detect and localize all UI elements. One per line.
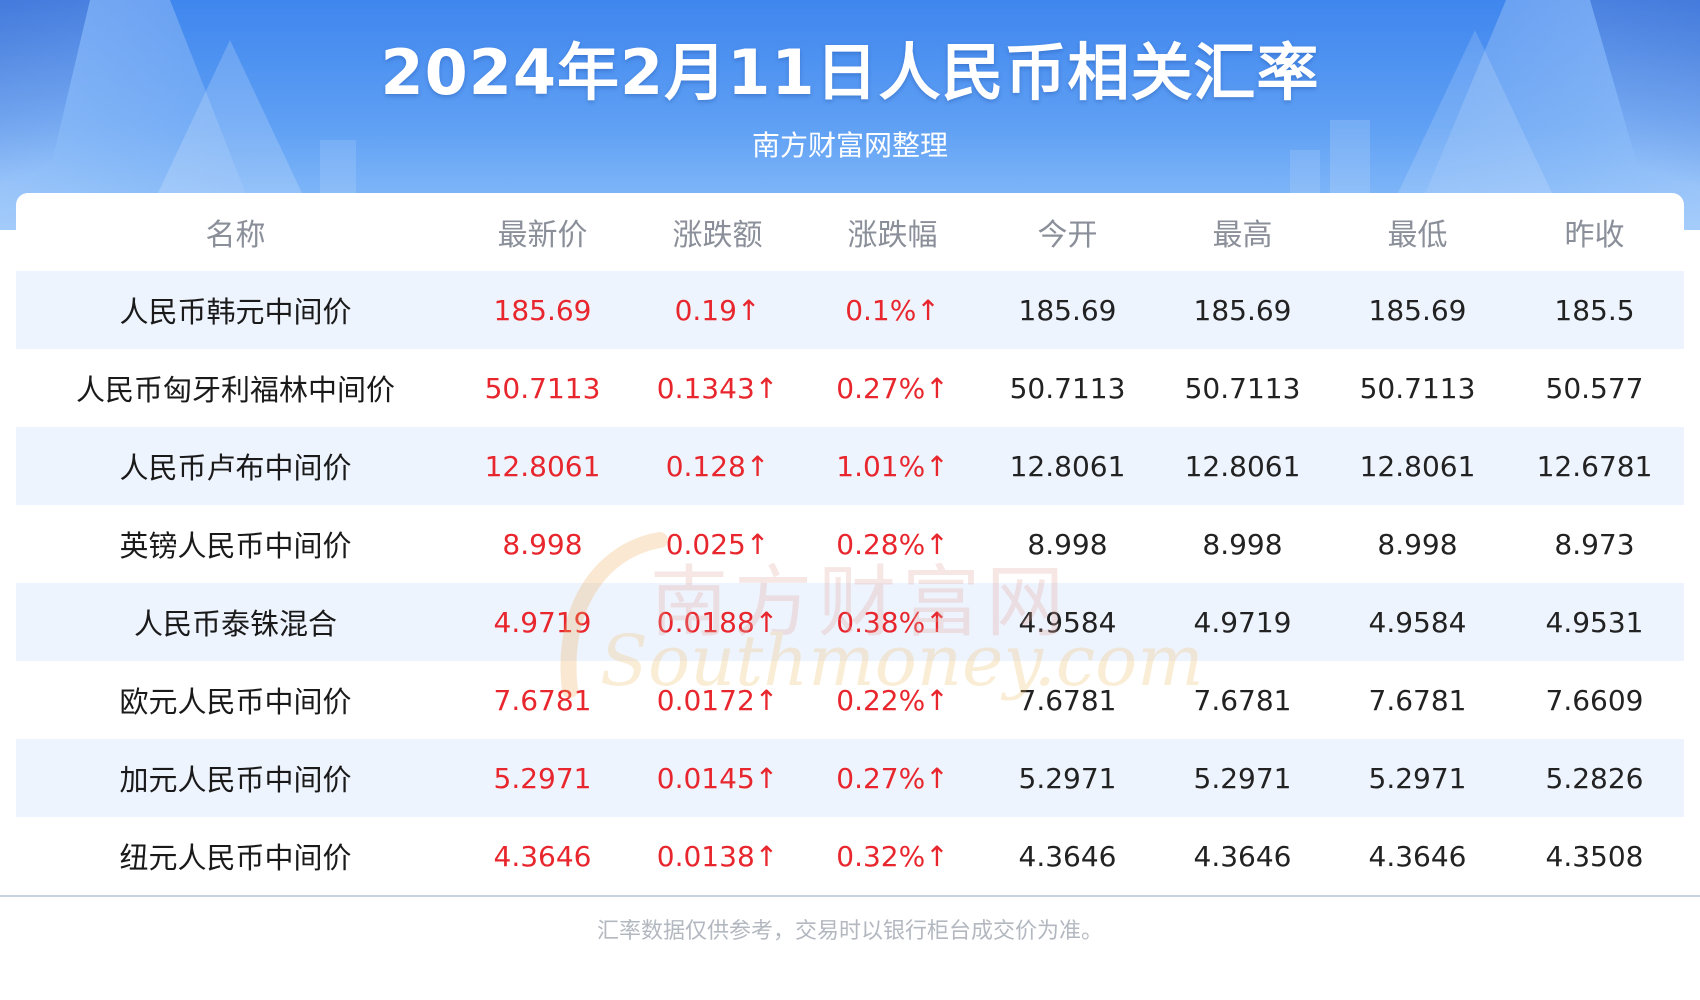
- column-header-prev-close: 昨收: [1564, 218, 1625, 253]
- table-body: 人民币韩元中间价 185.69 0.19↑ 0.1%↑ 185.69 185.6…: [16, 271, 1684, 895]
- table-row: 人民币匈牙利福林中间价 50.7113 0.1343↑ 0.27%↑ 50.71…: [16, 349, 1684, 427]
- cell-low: 4.9584: [1368, 605, 1467, 639]
- table-row: 人民币卢布中间价 12.8061 0.128↑ 1.01%↑ 12.8061 1…: [16, 427, 1684, 505]
- cell-latest: 5.2971: [493, 761, 592, 795]
- cell-high: 12.8061: [1184, 449, 1301, 483]
- cell-change-pct: 0.27%↑: [836, 761, 949, 795]
- column-header-low: 最低: [1387, 218, 1448, 253]
- cell-low: 7.6781: [1368, 683, 1467, 717]
- cell-open: 8.998: [1027, 527, 1108, 561]
- cell-open: 50.7113: [1009, 371, 1126, 405]
- cell-change-pct: 0.22%↑: [836, 683, 949, 717]
- cell-change-pct: 0.32%↑: [836, 839, 949, 873]
- page-subtitle: 南方财富网整理: [751, 129, 948, 162]
- cell-change: 0.0145↑: [656, 761, 779, 795]
- footer-divider: [0, 895, 1700, 897]
- cell-open: 12.8061: [1009, 449, 1126, 483]
- cell-change: 0.0188↑: [656, 605, 779, 639]
- cell-change-pct: 0.1%↑: [845, 293, 940, 327]
- cell-high: 185.69: [1193, 293, 1292, 327]
- table-row: 加元人民币中间价 5.2971 0.0145↑ 0.27%↑ 5.2971 5.…: [16, 739, 1684, 817]
- cell-name: 加元人民币中间价: [119, 763, 352, 797]
- cell-prev-close: 5.2826: [1545, 761, 1644, 795]
- cell-low: 4.3646: [1368, 839, 1467, 873]
- cell-name: 人民币匈牙利福林中间价: [75, 373, 395, 407]
- cell-latest: 4.9719: [493, 605, 592, 639]
- cell-high: 8.998: [1202, 527, 1283, 561]
- rates-table: 名称 最新价 涨跌额 涨跌幅 今开 最高 最低 昨收 人民币韩元中间价 185.…: [16, 193, 1684, 893]
- cell-change: 0.025↑: [665, 527, 770, 561]
- cell-prev-close: 4.9531: [1545, 605, 1644, 639]
- page-title: 2024年2月11日人民币相关汇率: [380, 36, 1320, 109]
- cell-open: 4.3646: [1018, 839, 1117, 873]
- banner-building-shape: [1290, 150, 1320, 200]
- cell-low: 5.2971: [1368, 761, 1467, 795]
- cell-prev-close: 4.3508: [1545, 839, 1644, 873]
- cell-change: 0.19↑: [674, 293, 761, 327]
- column-header-change: 涨跌额: [672, 218, 763, 253]
- cell-low: 185.69: [1368, 293, 1467, 327]
- column-header-name: 名称: [205, 218, 266, 253]
- cell-latest: 7.6781: [493, 683, 592, 717]
- table-row: 欧元人民币中间价 7.6781 0.0172↑ 0.22%↑ 7.6781 7.…: [16, 661, 1684, 739]
- cell-high: 4.9719: [1193, 605, 1292, 639]
- column-header-open: 今开: [1037, 218, 1098, 253]
- cell-high: 7.6781: [1193, 683, 1292, 717]
- cell-name: 纽元人民币中间价: [119, 841, 352, 875]
- cell-high: 4.3646: [1193, 839, 1292, 873]
- cell-prev-close: 8.973: [1554, 527, 1635, 561]
- cell-low: 8.998: [1377, 527, 1458, 561]
- table-row: 人民币泰铢混合 4.9719 0.0188↑ 0.38%↑ 4.9584 4.9…: [16, 583, 1684, 661]
- cell-low: 50.7113: [1359, 371, 1476, 405]
- cell-latest: 12.8061: [484, 449, 601, 483]
- table-row: 人民币韩元中间价 185.69 0.19↑ 0.1%↑ 185.69 185.6…: [16, 271, 1684, 349]
- cell-name: 英镑人民币中间价: [119, 529, 352, 563]
- cell-change-pct: 0.28%↑: [836, 527, 949, 561]
- cell-prev-close: 185.5: [1554, 293, 1635, 327]
- cell-high: 50.7113: [1184, 371, 1301, 405]
- cell-latest: 8.998: [502, 527, 583, 561]
- cell-change-pct: 1.01%↑: [836, 449, 949, 483]
- cell-open: 185.69: [1018, 293, 1117, 327]
- column-header-latest: 最新价: [497, 218, 588, 253]
- cell-latest: 185.69: [493, 293, 592, 327]
- cell-change: 0.0172↑: [656, 683, 779, 717]
- cell-change: 0.128↑: [665, 449, 770, 483]
- cell-open: 4.9584: [1018, 605, 1117, 639]
- column-header-high: 最高: [1212, 218, 1273, 253]
- cell-name: 人民币韩元中间价: [119, 295, 352, 329]
- footnote: 汇率数据仅供参考，交易时以银行柜台成交价为准。: [596, 919, 1103, 944]
- table-row: 纽元人民币中间价 4.3646 0.0138↑ 0.32%↑ 4.3646 4.…: [16, 817, 1684, 895]
- cell-open: 5.2971: [1018, 761, 1117, 795]
- cell-change: 0.0138↑: [656, 839, 779, 873]
- cell-latest: 4.3646: [493, 839, 592, 873]
- cell-change: 0.1343↑: [656, 371, 779, 405]
- cell-change-pct: 0.38%↑: [836, 605, 949, 639]
- cell-low: 12.8061: [1359, 449, 1476, 483]
- cell-high: 5.2971: [1193, 761, 1292, 795]
- table-row: 英镑人民币中间价 8.998 0.025↑ 0.28%↑ 8.998 8.998…: [16, 505, 1684, 583]
- cell-name: 欧元人民币中间价: [119, 685, 352, 719]
- cell-change-pct: 0.27%↑: [836, 371, 949, 405]
- column-header-change-pct: 涨跌幅: [847, 218, 938, 253]
- cell-prev-close: 7.6609: [1545, 683, 1644, 717]
- cell-latest: 50.7113: [484, 371, 601, 405]
- cell-name: 人民币泰铢混合: [133, 607, 337, 641]
- table-header-row: 名称 最新价 涨跌额 涨跌幅 今开 最高 最低 昨收: [16, 193, 1684, 271]
- cell-prev-close: 50.577: [1545, 371, 1644, 405]
- cell-open: 7.6781: [1018, 683, 1117, 717]
- cell-name: 人民币卢布中间价: [119, 451, 352, 485]
- cell-prev-close: 12.6781: [1536, 449, 1653, 483]
- banner-building-shape: [1330, 120, 1370, 200]
